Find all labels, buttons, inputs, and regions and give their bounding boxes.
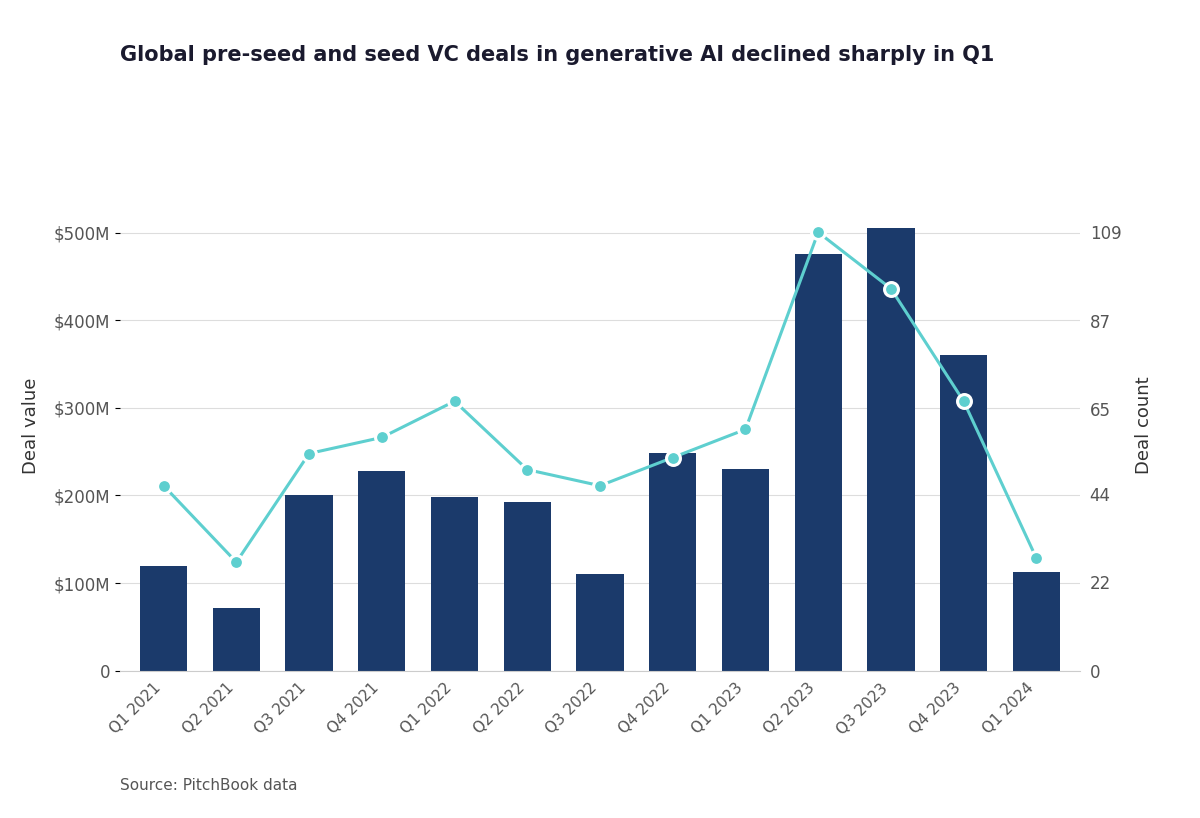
Bar (940, 355, 988, 671)
Y-axis label: Deal count: Deal count (1135, 376, 1153, 474)
Bar (868, 228, 914, 671)
Bar (212, 608, 260, 671)
Bar (722, 470, 769, 671)
Bar (1013, 572, 1060, 671)
Bar (649, 453, 696, 671)
Text: Global pre-seed and seed VC deals in generative AI declined sharply in Q1: Global pre-seed and seed VC deals in gen… (120, 46, 995, 65)
Bar (358, 471, 406, 671)
Bar (286, 496, 332, 671)
Bar (794, 254, 842, 671)
Y-axis label: Deal value: Deal value (22, 377, 40, 474)
Bar (140, 565, 187, 671)
Bar (576, 574, 624, 671)
Bar (504, 501, 551, 671)
Bar (431, 497, 478, 671)
Legend: Deal value, Deal count: Deal value, Deal count (440, 816, 760, 818)
Text: Source: PitchBook data: Source: PitchBook data (120, 779, 298, 793)
